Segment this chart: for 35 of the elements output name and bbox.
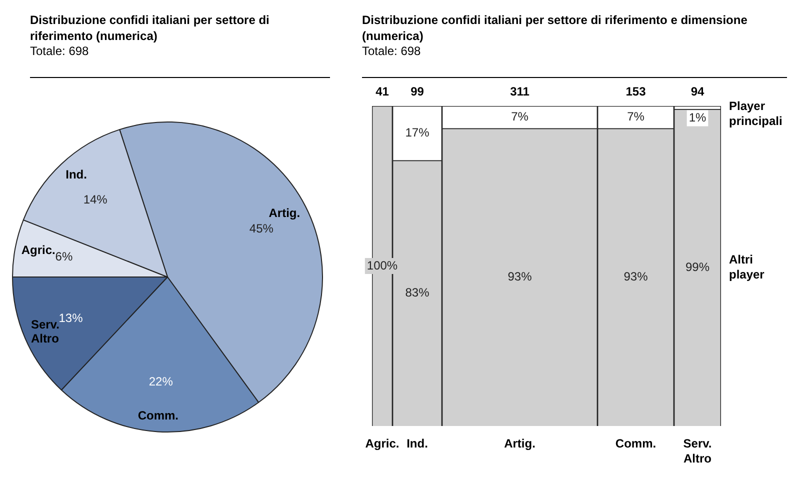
data-label: 100%: [366, 258, 398, 272]
chart-subtitle: Totale: 698: [362, 44, 422, 59]
chart-subtitle: Totale: 698: [30, 44, 90, 59]
data-label: 45%: [249, 221, 274, 236]
x-tick-label: Comm.: [615, 436, 656, 450]
data-label: 83%: [405, 286, 430, 300]
data-label: 7%: [627, 110, 645, 124]
data-label: 14%: [83, 192, 108, 206]
x-tick-label: Agric.: [365, 436, 400, 450]
data-label: 17%: [405, 126, 430, 140]
text: 99: [410, 84, 424, 98]
data-label: 22%: [148, 374, 174, 389]
slice-label: Serv. Altro: [30, 318, 60, 346]
data-label: 1%: [688, 110, 706, 125]
x-tick-label: Ind.: [406, 436, 428, 450]
data-label: 93%: [508, 270, 532, 284]
data-label: 99%: [685, 260, 710, 274]
slice-label: Artig.: [268, 206, 300, 220]
text: 94: [690, 84, 704, 98]
slice-label: Agric.: [21, 243, 56, 258]
slice-label: Comm.: [138, 408, 178, 423]
data-label: 13%: [58, 311, 84, 326]
data-label: 93%: [624, 270, 648, 284]
legend-label: Player principali: [729, 98, 782, 128]
chart-title: Distribuzione confidi italiani per settore di riferimento e dimensione (numerica): [362, 12, 748, 44]
data-label: 7%: [511, 110, 529, 124]
text: 311: [510, 84, 530, 98]
slice-label: Ind.: [66, 168, 87, 182]
x-tick-label: Serv. Altro: [683, 436, 712, 466]
text: 153: [626, 84, 646, 98]
chart-title: Distribuzione confidi italiani per settore di riferimento (numerica): [30, 12, 270, 44]
data-label: 6%: [55, 250, 73, 264]
text: 41: [376, 84, 390, 98]
series-label: Altri player: [729, 252, 765, 282]
x-tick-label: Artig.: [504, 436, 536, 450]
